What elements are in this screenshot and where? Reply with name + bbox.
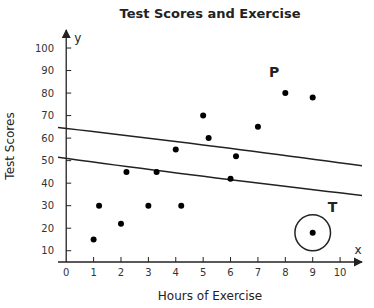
point	[282, 90, 288, 96]
y-tick	[66, 250, 71, 251]
y-tick-label: 10	[41, 245, 54, 256]
x-tick	[285, 257, 286, 262]
x-tick	[148, 257, 149, 262]
x-tick-label: 6	[227, 267, 233, 278]
point	[118, 221, 124, 227]
x-axis	[58, 261, 362, 262]
point	[200, 113, 206, 119]
point	[154, 169, 160, 175]
x-tick	[175, 257, 176, 262]
y-tick-label: 50	[41, 155, 54, 166]
point	[178, 203, 184, 209]
point	[91, 236, 97, 242]
point	[96, 203, 102, 209]
x-tick	[257, 257, 258, 262]
y-tick-label: 40	[41, 178, 54, 189]
x-tick-label: 0	[63, 267, 69, 278]
y-axis-label: Test Scores	[3, 112, 17, 180]
point	[228, 176, 234, 182]
x-tick-label: 4	[173, 267, 179, 278]
x-tick-label: 10	[334, 267, 347, 278]
point	[206, 135, 212, 141]
y-tick-label: 20	[41, 223, 54, 234]
point	[123, 169, 129, 175]
x-axis-name: x	[354, 243, 361, 257]
plot-area	[58, 90, 362, 251]
y-tick	[66, 205, 71, 206]
annotation: T	[328, 199, 338, 215]
x-tick	[93, 257, 94, 262]
x-tick	[203, 257, 204, 262]
x-tick-label: 2	[118, 267, 124, 278]
point	[255, 124, 261, 130]
y-tick-label: 30	[41, 200, 54, 211]
y-tick	[66, 160, 71, 161]
y-tick-label: 70	[41, 110, 54, 121]
x-tick	[230, 257, 231, 262]
x-tick-label: 7	[255, 267, 261, 278]
x-tick-label: 9	[310, 267, 316, 278]
y-tick	[66, 115, 71, 116]
y-tick-label: 100	[35, 43, 54, 54]
point	[173, 146, 179, 152]
y-tick	[66, 48, 71, 49]
chart: Test Scores and Exercise Hours of Exercis…	[0, 0, 374, 308]
x-tick	[120, 257, 121, 262]
x-tick	[340, 257, 341, 262]
x-tick-label: 1	[90, 267, 96, 278]
x-tick-label: 3	[145, 267, 151, 278]
y-tick	[66, 70, 71, 71]
ellipse	[58, 98, 362, 222]
y-tick	[66, 228, 71, 229]
y-tick	[66, 138, 71, 139]
annotation: P	[269, 64, 279, 80]
outlier-circle	[295, 215, 331, 251]
outlier-point	[310, 230, 316, 236]
y-axis	[66, 30, 67, 262]
y-tick-label: 90	[41, 65, 54, 76]
y-tick	[66, 93, 71, 94]
point	[233, 153, 239, 159]
x-axis-label: Hours of Exercise	[158, 289, 262, 303]
x-tick-label: 5	[200, 267, 206, 278]
x-tick	[312, 257, 313, 262]
point	[145, 203, 151, 209]
y-axis-name: y	[74, 31, 81, 45]
y-tick	[66, 183, 71, 184]
point	[310, 95, 316, 101]
x-tick-label: 8	[282, 267, 288, 278]
title: Test Scores and Exercise	[120, 6, 301, 21]
y-tick-label: 60	[41, 133, 54, 144]
y-tick-label: 80	[41, 88, 54, 99]
